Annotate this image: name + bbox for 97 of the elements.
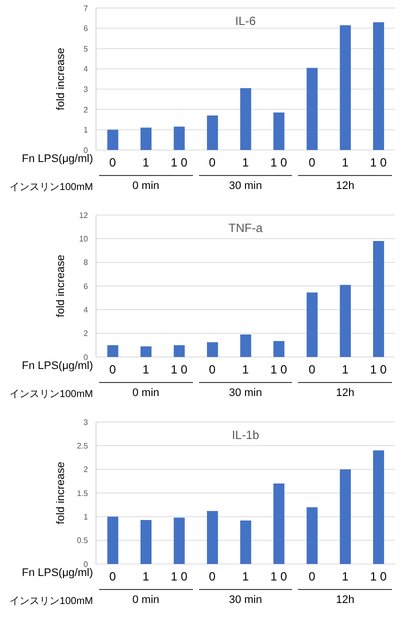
x-tick-label: 0 [109, 570, 116, 584]
x-tick-label: 0 [208, 570, 216, 584]
y-tick-label: 4 [84, 64, 89, 74]
y-tick-label: 7 [84, 4, 89, 13]
y-tick-label: 12 [79, 210, 89, 220]
bar [140, 346, 152, 357]
text: 0 min [131, 387, 160, 399]
y-tick-label: 0 [84, 352, 89, 362]
text: 30 min [228, 594, 263, 606]
x-tick-label: 1 0 [270, 570, 288, 584]
text: Fn LPS(μg/ml) [20, 360, 93, 372]
text: インスリン100mM [8, 181, 93, 194]
text: Fn LPS(μg/ml) [20, 153, 93, 165]
x-tick-label: 0 [308, 570, 316, 584]
y-tick-label: 3 [84, 84, 89, 94]
text: IL-6 [234, 14, 257, 28]
bar [107, 516, 118, 564]
x-tick-label: 1 0 [370, 362, 388, 377]
text: 12h [334, 387, 356, 399]
bar [240, 520, 252, 564]
y-tick-label: 4 [84, 306, 89, 315]
y-tick-label: 0.5 [76, 536, 89, 546]
text: IL-1b [230, 428, 260, 442]
x-tick-label: 1 [242, 156, 250, 170]
y-tick-label: 8 [84, 258, 89, 268]
bar [373, 241, 384, 357]
text: 0 min [131, 594, 160, 606]
bar [240, 88, 252, 150]
y-axis-title: fold increase [54, 462, 67, 524]
y-tick-label: 3 [84, 418, 89, 427]
text: 30 min [228, 387, 263, 399]
x-tick-label: 1 [342, 156, 349, 170]
y-tick-label: 0 [84, 146, 89, 155]
bar [174, 345, 185, 357]
bar [306, 68, 318, 150]
x-tick-label: 0 [208, 362, 216, 377]
x-tick-label: 1 [342, 570, 349, 584]
x-tick-label: 0 [109, 362, 116, 377]
y-tick-label: 1.5 [76, 488, 89, 498]
y-tick-label: 1 [84, 126, 89, 135]
x-tick-label: 0 [308, 156, 316, 170]
bar [340, 469, 351, 564]
bar [273, 341, 284, 357]
bar [240, 334, 252, 357]
text: 30 min [228, 180, 263, 192]
y-axis-title: fold increase [54, 48, 67, 110]
bar [273, 484, 284, 564]
x-tick-label: 1 0 [370, 570, 388, 584]
bar [174, 518, 185, 564]
bar [273, 112, 284, 150]
bar [340, 25, 351, 150]
bar [140, 128, 152, 150]
bar [107, 345, 118, 357]
bar [206, 510, 218, 564]
bar [206, 116, 218, 150]
x-tick-label: 1 0 [270, 362, 288, 377]
text: 12h [334, 180, 356, 192]
x-tick-label: 1 [242, 362, 250, 377]
y-tick-label: 6 [84, 282, 89, 291]
bar [206, 342, 218, 357]
x-tick-label: 1 [142, 362, 150, 377]
bar [373, 22, 384, 150]
bar [340, 284, 351, 357]
bar [107, 130, 118, 150]
x-tick-label: 1 [342, 362, 349, 377]
y-tick-label: 10 [79, 234, 89, 244]
y-tick-label: 2 [84, 329, 89, 338]
text: インスリン100mM [8, 595, 93, 608]
x-tick-label: 1 0 [370, 156, 388, 170]
bar [306, 507, 318, 564]
bar [140, 520, 152, 564]
bar [306, 292, 318, 357]
x-tick-label: 1 0 [270, 156, 288, 170]
x-tick-label: 1 [142, 156, 150, 170]
x-tick-label: 1 [242, 570, 250, 584]
y-tick-label: 5 [84, 44, 89, 54]
y-tick-label: 2 [84, 465, 89, 474]
text: 0 min [131, 180, 160, 192]
bar [373, 450, 384, 564]
x-tick-label: 1 0 [170, 156, 188, 170]
y-tick-label: 6 [84, 24, 89, 34]
x-tick-label: 1 0 [170, 362, 188, 377]
x-tick-label: 0 [208, 156, 216, 170]
text: インスリン100mM [8, 388, 93, 401]
x-tick-label: 0 [109, 156, 116, 170]
x-tick-label: 1 0 [170, 570, 188, 584]
text: Fn LPS(μg/ml) [20, 567, 93, 579]
y-tick-label: 1 [84, 512, 89, 522]
text: TNF-a [228, 221, 264, 235]
y-tick-label: 2 [84, 105, 89, 114]
y-tick-label: 2.5 [76, 442, 89, 451]
x-tick-label: 1 [142, 570, 150, 584]
x-tick-label: 0 [308, 362, 316, 377]
y-tick-label: 0 [84, 560, 89, 569]
text: 12h [334, 594, 356, 606]
y-axis-title: fold increase [54, 254, 67, 318]
bar [174, 126, 185, 150]
